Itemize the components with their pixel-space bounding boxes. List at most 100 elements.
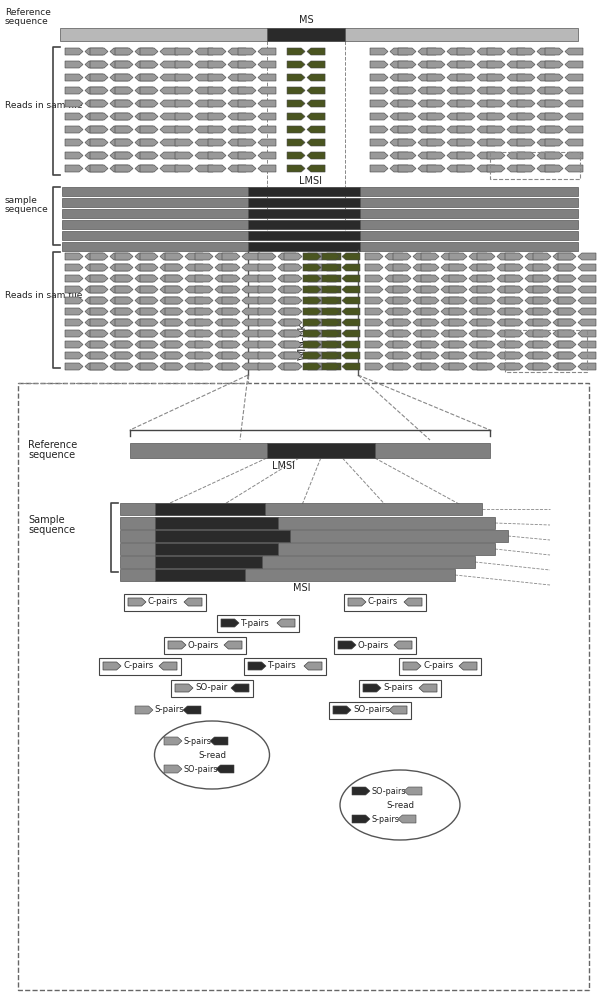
Polygon shape	[398, 74, 416, 81]
Polygon shape	[370, 126, 388, 133]
Polygon shape	[135, 152, 153, 159]
Polygon shape	[497, 275, 515, 282]
Polygon shape	[418, 48, 436, 55]
Polygon shape	[242, 253, 260, 260]
Polygon shape	[258, 275, 276, 282]
Polygon shape	[135, 264, 153, 271]
Polygon shape	[304, 275, 322, 282]
Polygon shape	[304, 363, 322, 370]
Polygon shape	[441, 264, 459, 271]
Polygon shape	[90, 341, 108, 348]
Polygon shape	[487, 74, 505, 81]
Polygon shape	[441, 363, 459, 370]
Polygon shape	[545, 87, 563, 94]
Text: Sample: Sample	[28, 515, 65, 525]
Text: C-pairs: C-pairs	[423, 662, 453, 670]
Polygon shape	[65, 152, 83, 159]
Polygon shape	[370, 165, 388, 172]
Polygon shape	[90, 352, 108, 359]
Polygon shape	[215, 264, 233, 271]
Polygon shape	[427, 48, 445, 55]
Polygon shape	[398, 126, 416, 133]
Polygon shape	[553, 341, 571, 348]
Polygon shape	[110, 48, 128, 55]
Polygon shape	[393, 297, 411, 304]
Polygon shape	[322, 286, 340, 293]
Polygon shape	[533, 308, 551, 315]
Bar	[62, 242, 578, 251]
Polygon shape	[303, 308, 321, 315]
Polygon shape	[135, 165, 153, 172]
Polygon shape	[228, 139, 246, 146]
Polygon shape	[115, 253, 133, 260]
Polygon shape	[427, 139, 445, 146]
Polygon shape	[258, 48, 276, 55]
Polygon shape	[140, 74, 158, 81]
Polygon shape	[497, 341, 515, 348]
Polygon shape	[185, 253, 203, 260]
Polygon shape	[418, 87, 436, 94]
Polygon shape	[135, 319, 153, 326]
Polygon shape	[85, 286, 103, 293]
Bar	[248, 231, 360, 240]
Polygon shape	[578, 264, 596, 271]
Polygon shape	[449, 264, 467, 271]
Polygon shape	[65, 286, 83, 293]
Polygon shape	[258, 61, 276, 68]
Polygon shape	[258, 113, 276, 120]
Polygon shape	[365, 264, 383, 271]
Polygon shape	[477, 126, 495, 133]
Polygon shape	[497, 363, 515, 370]
Polygon shape	[507, 165, 525, 172]
Polygon shape	[175, 152, 193, 159]
Polygon shape	[135, 126, 153, 133]
Polygon shape	[65, 165, 83, 172]
Polygon shape	[216, 765, 234, 773]
Polygon shape	[115, 100, 133, 107]
Polygon shape	[90, 61, 108, 68]
Polygon shape	[413, 264, 431, 271]
Polygon shape	[90, 113, 108, 120]
Polygon shape	[90, 165, 108, 172]
Polygon shape	[507, 74, 525, 81]
Polygon shape	[370, 152, 388, 159]
Polygon shape	[578, 275, 596, 282]
Polygon shape	[160, 297, 178, 304]
Polygon shape	[553, 330, 571, 337]
Polygon shape	[128, 598, 146, 606]
Polygon shape	[507, 139, 525, 146]
Polygon shape	[135, 330, 153, 337]
Polygon shape	[322, 264, 340, 271]
Polygon shape	[140, 308, 158, 315]
Polygon shape	[304, 352, 322, 359]
Text: MSI: MSI	[293, 583, 311, 593]
Polygon shape	[447, 152, 465, 159]
Polygon shape	[90, 100, 108, 107]
Polygon shape	[242, 275, 260, 282]
Polygon shape	[195, 165, 213, 172]
Polygon shape	[370, 113, 388, 120]
Polygon shape	[447, 74, 465, 81]
Polygon shape	[140, 61, 158, 68]
Polygon shape	[242, 330, 260, 337]
Polygon shape	[558, 297, 576, 304]
Polygon shape	[323, 253, 341, 260]
Polygon shape	[140, 297, 158, 304]
Polygon shape	[65, 297, 83, 304]
Polygon shape	[533, 286, 551, 293]
Polygon shape	[165, 308, 183, 315]
Polygon shape	[135, 286, 153, 293]
Text: SO-pairs: SO-pairs	[371, 786, 405, 796]
Polygon shape	[323, 264, 341, 271]
Polygon shape	[507, 113, 525, 120]
Polygon shape	[449, 341, 467, 348]
Polygon shape	[258, 319, 276, 326]
Polygon shape	[441, 330, 459, 337]
Polygon shape	[427, 165, 445, 172]
Polygon shape	[185, 341, 203, 348]
Polygon shape	[140, 126, 158, 133]
Polygon shape	[421, 275, 439, 282]
Polygon shape	[65, 87, 83, 94]
Polygon shape	[505, 330, 523, 337]
Polygon shape	[65, 100, 83, 107]
